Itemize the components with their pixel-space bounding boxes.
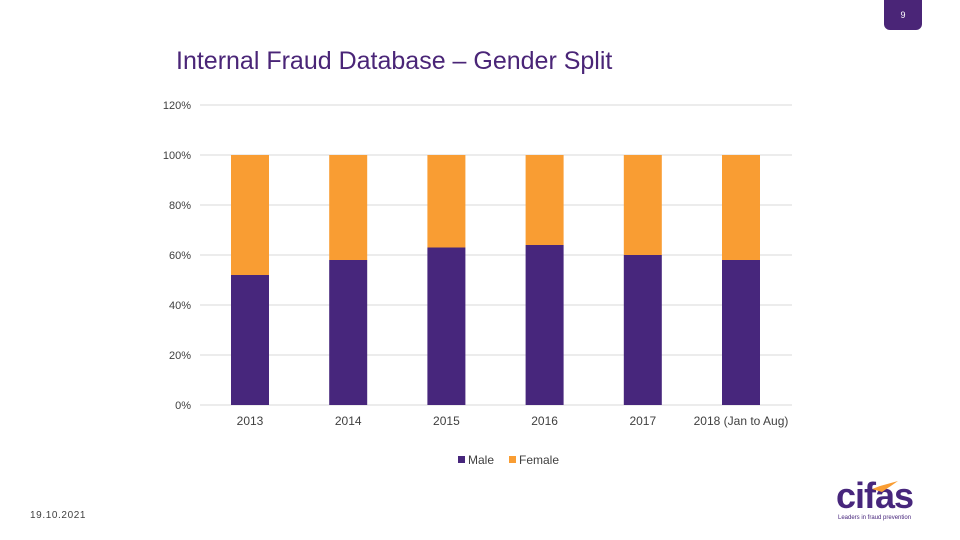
y-tick-label: 20% (169, 350, 191, 362)
bar-male-3 (525, 245, 564, 405)
bar-male-1 (329, 260, 368, 405)
page-number: 9 (900, 10, 906, 20)
bar-male-5 (722, 260, 760, 405)
cifas-logo: cifas Leaders in fraud prevention (832, 476, 932, 526)
x-tick-label: 2017 (629, 414, 656, 428)
legend-label-female: Female (519, 453, 559, 467)
legend-swatch-female (509, 456, 516, 463)
bar-male-2 (427, 247, 466, 405)
x-tick-label: 2018 (Jan to Aug) (694, 414, 789, 428)
logo-tagline: Leaders in fraud prevention (838, 515, 912, 521)
x-tick-label: 2015 (433, 414, 460, 428)
legend-swatch-male (458, 456, 465, 463)
bar-female-2 (427, 155, 466, 248)
y-tick-label: 0% (175, 400, 191, 412)
logo-check-icon (872, 481, 898, 492)
bar-female-1 (329, 155, 368, 260)
footer-date: 19.10.2021 (30, 510, 87, 521)
y-tick-label: 80% (169, 200, 191, 212)
y-tick-label: 120% (163, 100, 191, 112)
bar-female-3 (525, 155, 564, 245)
bar-male-0 (231, 275, 269, 405)
y-tick-label: 60% (169, 250, 191, 262)
x-tick-label: 2013 (237, 414, 264, 428)
bar-female-0 (231, 155, 269, 275)
legend-label-male: Male (468, 453, 494, 467)
x-tick-label: 2016 (531, 414, 558, 428)
bar-male-4 (623, 255, 662, 405)
x-tick-label: 2014 (335, 414, 362, 428)
y-tick-label: 100% (163, 150, 191, 162)
gender-split-chart: 0% 20% 40% 60% 80% 100% 120% 2013 2014 2015 2016 20… (163, 100, 792, 467)
bar-female-4 (623, 155, 662, 255)
y-tick-label: 40% (169, 300, 191, 312)
slide-title: Internal Fraud Database – Gender Split (176, 47, 613, 75)
bar-female-5 (722, 155, 760, 260)
page-number-badge: 9 (884, 0, 922, 30)
logo-wordmark: cifas (836, 475, 914, 516)
